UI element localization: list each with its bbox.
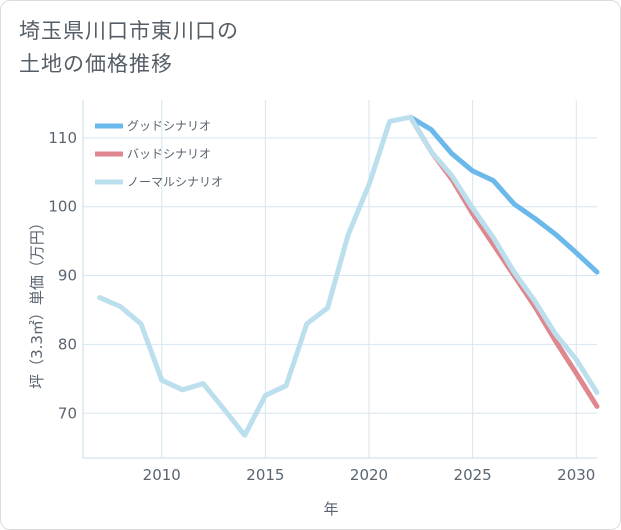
- legend-label-0: グッドシナリオ: [127, 119, 211, 133]
- y-tick-label: 100: [48, 198, 77, 216]
- series-lines: [97, 114, 600, 438]
- series-line-2: [97, 114, 600, 438]
- y-tick-label: 90: [58, 267, 77, 285]
- x-tick-label: 2025: [454, 466, 492, 484]
- x-tick-label: 2030: [557, 466, 595, 484]
- y-tick-label: 70: [58, 404, 77, 422]
- x-tick-label: 2020: [350, 466, 388, 484]
- legend-label-1: バッドシナリオ: [127, 147, 211, 161]
- chart-title-line-1: 埼玉県川口市東川口の: [19, 19, 239, 43]
- legend-label-2: ノーマルシナリオ: [127, 175, 223, 189]
- chart-title: 埼玉県川口市東川口の 土地の価格推移: [19, 15, 239, 81]
- x-tick-label: 2010: [143, 466, 181, 484]
- x-axis-label: 年: [323, 500, 338, 518]
- chart-axes: 2010 2015 2020 2025 2030 70 80 90 100 110: [48, 100, 597, 484]
- y-axis-label: 坪（3.3㎡）単価（万円）: [28, 215, 46, 389]
- y-tick-label: 110: [48, 129, 77, 147]
- y-tick-label: 80: [58, 335, 77, 353]
- chart-title-line-2: 土地の価格推移: [19, 52, 173, 76]
- series-line-0: [408, 114, 600, 275]
- x-tick-label: 2015: [246, 466, 284, 484]
